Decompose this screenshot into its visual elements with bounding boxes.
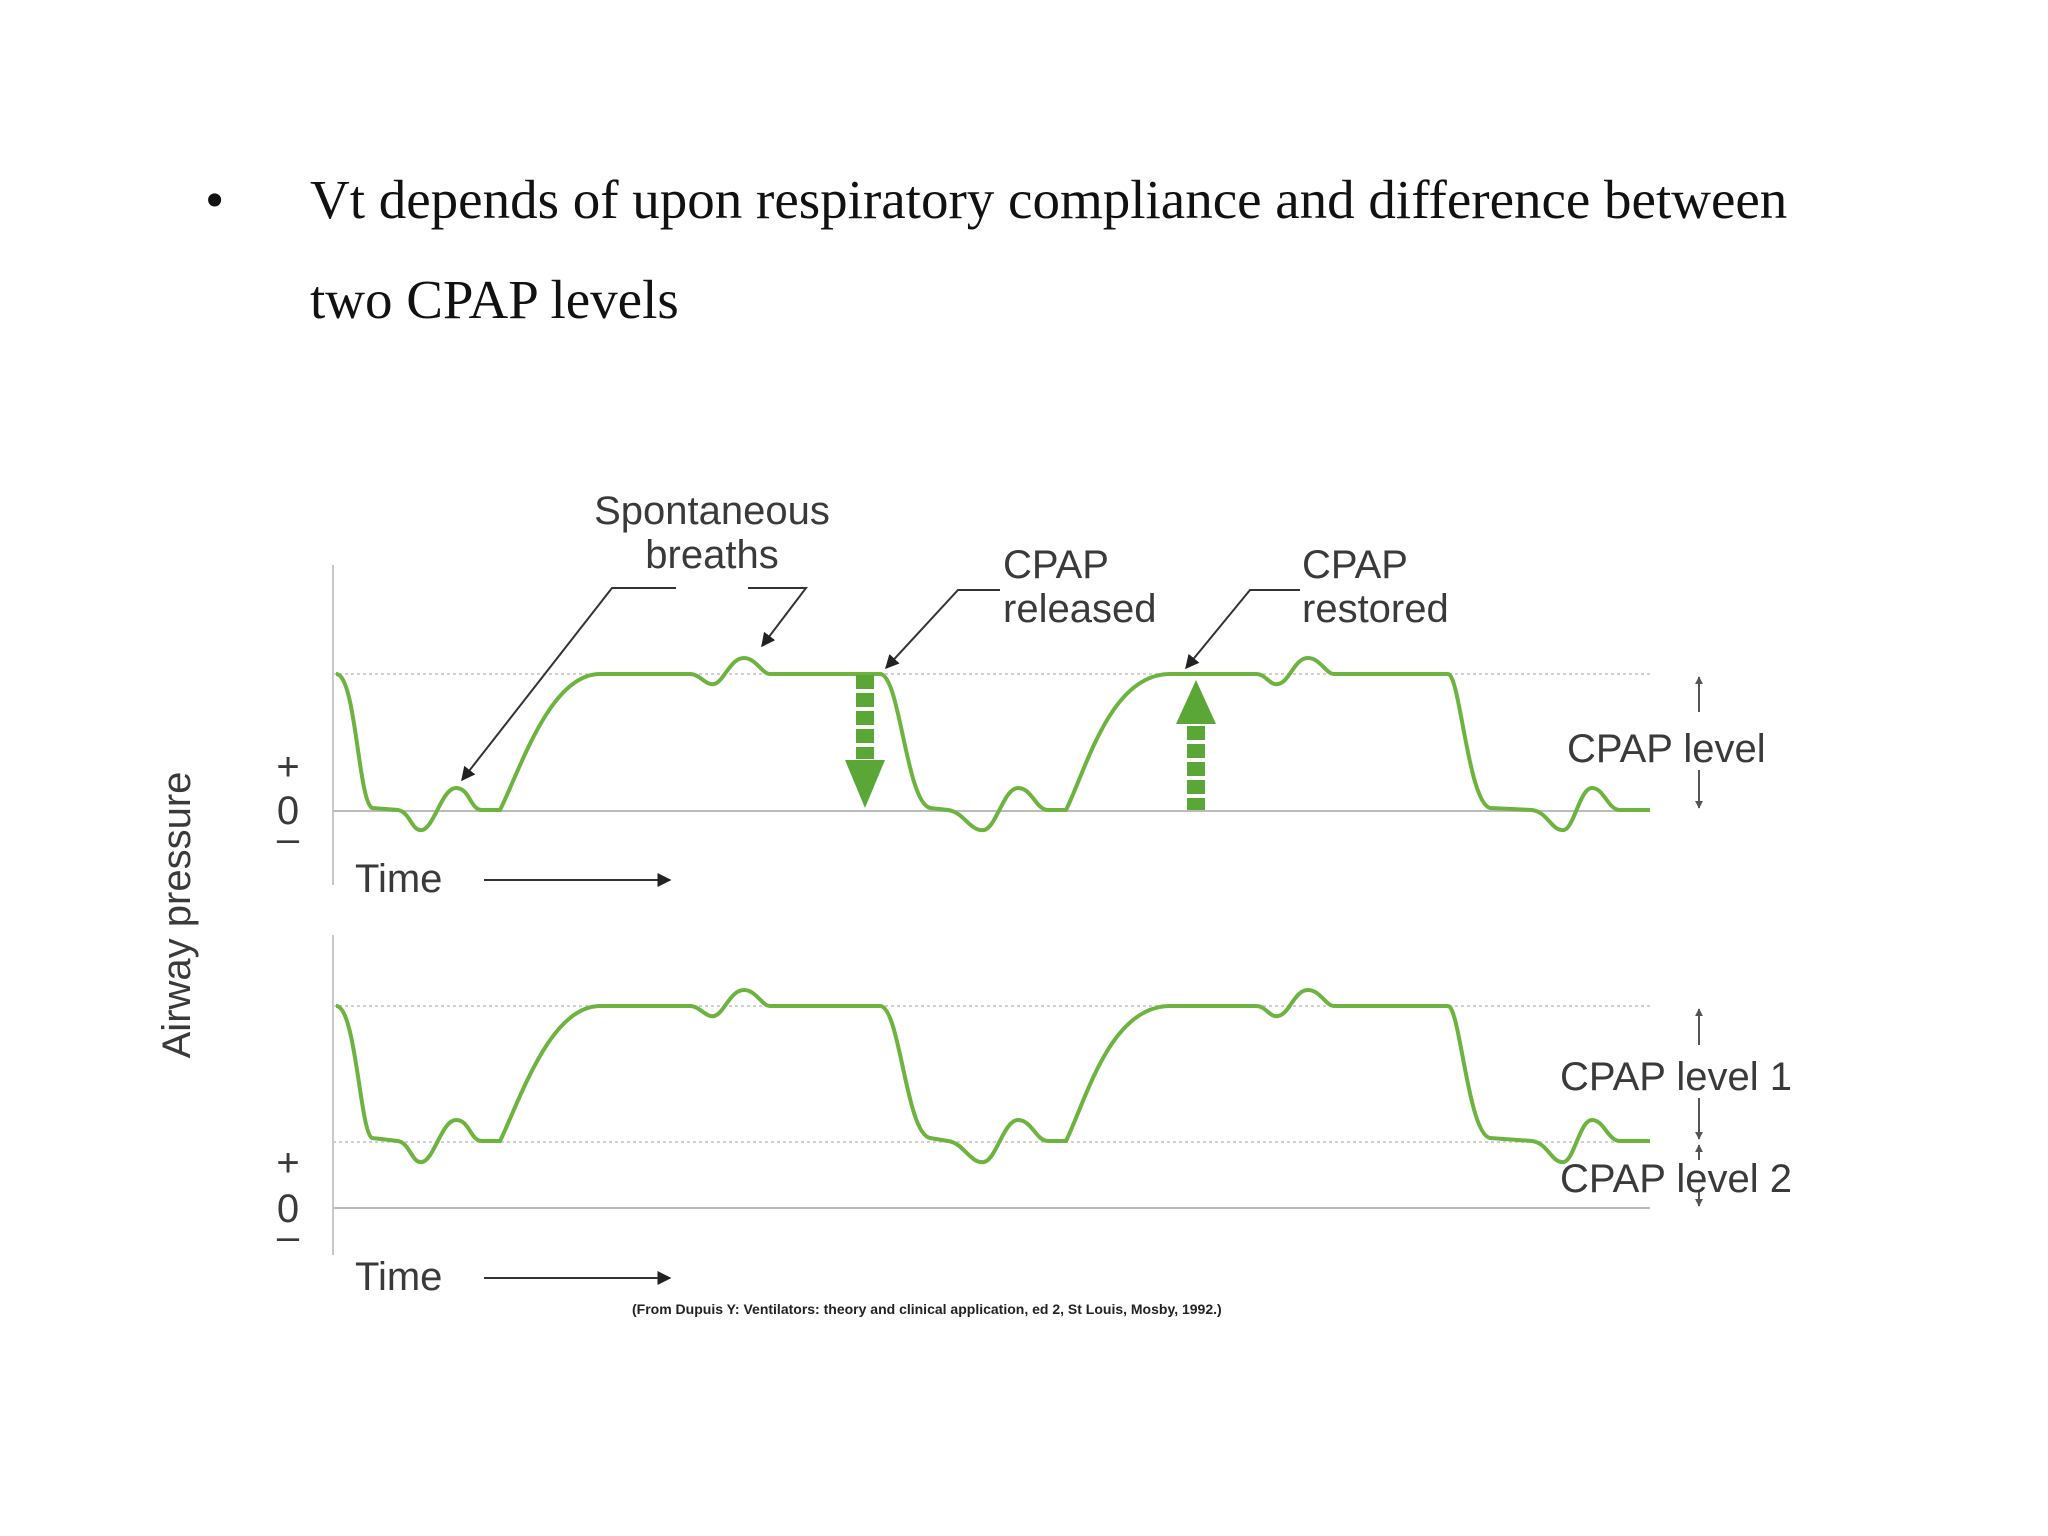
top-time-label: Time xyxy=(355,857,442,901)
bullet-dot: • xyxy=(205,169,225,230)
top-panel: + 0 – Time xyxy=(276,565,1766,901)
annotations: Spontaneous breaths CPAP released CPAP r… xyxy=(461,489,1449,782)
bullet-line-1: Vt depends of upon respiratory complianc… xyxy=(310,169,1788,230)
top-pressure-waveform xyxy=(335,656,1650,833)
bottom-minus-sign: – xyxy=(277,1215,300,1259)
y-axis-label: Airway pressure xyxy=(155,772,199,1059)
bottom-cpap-level1-label: CPAP level 1 xyxy=(1560,1055,1792,1099)
cpap-released-pointer xyxy=(885,589,1000,670)
spontaneous-label-line2: breaths xyxy=(645,533,778,577)
cpap-restored-pointer xyxy=(1185,589,1300,670)
bottom-zero-label: 0 xyxy=(277,1187,299,1231)
top-cpap-level-label: CPAP level xyxy=(1567,727,1766,771)
cpap-restored-label-line1: CPAP xyxy=(1302,543,1408,587)
cpap-released-arrow xyxy=(845,675,885,808)
spontaneous-pointer-left xyxy=(461,587,676,782)
bottom-cpap-level2-label: CPAP level 2 xyxy=(1560,1157,1792,1201)
top-zero-label: 0 xyxy=(277,789,299,833)
top-plus-sign: + xyxy=(276,745,299,789)
bottom-panel: + 0 – Time CPAP level 1 CPAP level 2 xyxy=(276,935,1792,1299)
cpap-released-label-line1: CPAP xyxy=(1003,543,1109,587)
top-minus-sign: – xyxy=(277,817,300,861)
cpap-released-label-line2: released xyxy=(1003,587,1156,631)
bottom-pressure-waveform xyxy=(335,988,1650,1165)
cpap-restored-label-line2: restored xyxy=(1302,587,1449,631)
spontaneous-label-line1: Spontaneous xyxy=(594,489,830,533)
bullet-line-2: two CPAP levels xyxy=(310,269,679,330)
bottom-time-label: Time xyxy=(355,1255,442,1299)
bullet-text: Vt depends of upon respiratory complianc… xyxy=(310,150,2048,350)
bottom-plus-sign: + xyxy=(276,1141,299,1185)
cpap-restored-arrow xyxy=(1176,680,1216,810)
spontaneous-pointer-right xyxy=(748,587,809,648)
citation-text: (From Dupuis Y: Ventilators: theory and … xyxy=(632,1301,1222,1317)
